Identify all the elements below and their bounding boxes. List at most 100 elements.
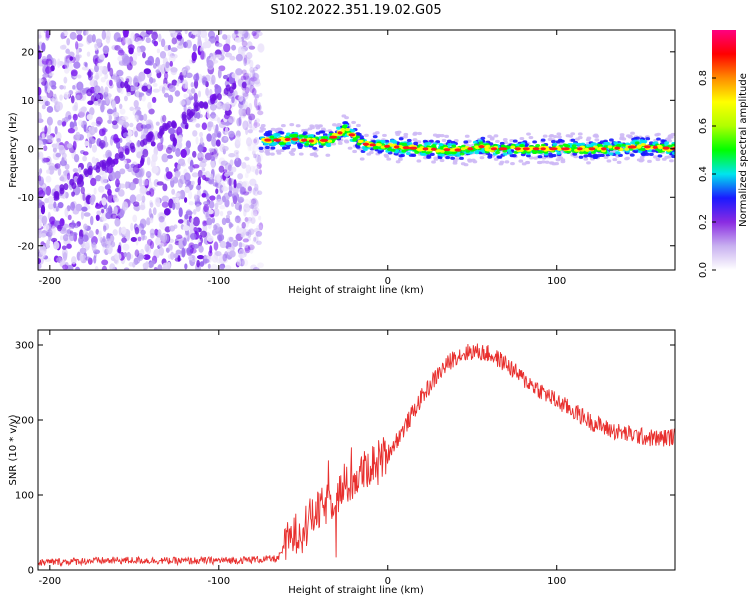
spectrogram-cell	[51, 143, 58, 148]
spectrogram-cell	[107, 205, 113, 215]
spectrogram-cell	[137, 110, 142, 117]
spectrogram-cell	[240, 75, 247, 81]
spectrogram-cell	[168, 127, 176, 135]
spectrogram-ridge-cell	[298, 134, 304, 138]
spectrogram-cell	[238, 30, 246, 35]
spectrogram-cell	[99, 65, 104, 71]
spectrogram-cell	[81, 66, 89, 71]
spectrogram-ridge-cell	[618, 147, 624, 152]
spectrogram-cell	[132, 164, 140, 174]
spectrogram-cell	[242, 92, 249, 97]
spectrogram-x-tick-label: 0	[385, 276, 391, 287]
spectrogram-cell	[118, 183, 126, 189]
spectrogram-ridge-cell	[515, 143, 521, 147]
spectrogram-ridge-cell	[315, 126, 321, 130]
spectrogram-cell	[85, 30, 89, 36]
spectrogram-cell	[69, 121, 74, 129]
spectrogram-ridge-cell	[509, 138, 515, 143]
spectrogram-ridge-cell	[313, 139, 319, 143]
spectrogram-cell	[255, 103, 261, 112]
spectrogram-cell	[76, 177, 82, 185]
spectrogram-cell	[98, 54, 106, 60]
spectrogram-cell	[55, 131, 62, 141]
spectrogram-cell	[195, 123, 201, 128]
spectrogram-peak-cell	[369, 143, 376, 147]
snr-x-tick-label: -100	[207, 576, 230, 587]
spectrogram-cell	[213, 207, 220, 217]
spectrogram-cell	[224, 52, 233, 58]
spectrogram-cell	[38, 250, 46, 259]
spectrogram-ridge-cell	[540, 138, 546, 142]
spectrogram-ridge-cell	[464, 134, 470, 138]
spectrogram-cell	[217, 117, 221, 124]
spectrogram-peak-cell	[362, 142, 370, 146]
spectrogram-ridge-cell	[368, 150, 374, 155]
spectrogram-cell	[230, 166, 237, 173]
spectrogram-cell	[208, 250, 213, 257]
spectrogram-cell	[250, 126, 255, 131]
spectrogram-cell	[86, 34, 94, 44]
spectrogram-cell	[239, 186, 246, 195]
spectrogram-cell	[66, 172, 71, 181]
spectrogram-cell	[155, 69, 161, 74]
spectrogram-cell	[38, 172, 41, 177]
spectrogram-cell	[100, 85, 104, 96]
spectrogram-cell	[199, 131, 203, 138]
spectrogram-cell	[184, 81, 189, 90]
spectrogram-cell	[238, 253, 246, 259]
spectrogram-cell	[206, 235, 214, 243]
spectrogram-ridge-cell	[395, 132, 401, 136]
spectrogram-cell	[141, 230, 145, 241]
spectrogram-cell	[81, 206, 88, 212]
spectrogram-cell	[132, 52, 138, 62]
spectrogram-cell	[47, 196, 54, 205]
spectrogram-cell	[79, 247, 87, 255]
spectrogram-cell	[239, 48, 246, 55]
spectrogram-ridge-cell	[451, 144, 457, 148]
spectrogram-cell	[212, 182, 219, 187]
spectrogram-cell	[98, 230, 102, 241]
spectrogram-cell	[124, 163, 130, 170]
spectrogram-cell	[75, 30, 83, 35]
spectrogram-cell	[69, 31, 77, 40]
spectrogram-ridge-cell	[549, 133, 555, 138]
spectrogram-cell	[224, 136, 228, 141]
spectrogram-cell	[220, 160, 228, 166]
spectrogram-cell	[68, 233, 75, 242]
spectrogram-cell	[48, 72, 55, 77]
spectrogram-ridge-cell	[352, 149, 357, 154]
spectrogram-cell	[137, 76, 142, 84]
spectrogram-cell	[245, 52, 253, 59]
spectrogram-cell	[135, 194, 143, 202]
spectrogram-cell	[195, 185, 202, 191]
spectrogram-cell	[40, 204, 46, 215]
spectrogram-cell	[71, 191, 75, 197]
spectrogram-cell	[41, 42, 46, 52]
spectrogram-ridge-cell	[343, 121, 349, 125]
spectrogram-cell	[247, 143, 252, 152]
spectrogram-cell	[243, 72, 251, 81]
spectrogram-cell	[218, 30, 223, 35]
spectrogram-cell	[73, 222, 80, 229]
spectrogram-ridge-cell	[372, 132, 378, 136]
spectrogram-cell	[82, 192, 86, 202]
spectrogram-cell	[59, 94, 63, 101]
spectrogram-peak-cell	[643, 145, 651, 149]
spectrogram-cell	[168, 55, 176, 63]
spectrogram-cell	[195, 136, 199, 145]
spectrogram-ridge-cell	[438, 142, 444, 147]
spectrogram-cell	[190, 180, 195, 186]
spectrogram-cell	[157, 264, 163, 270]
spectrogram-y-label: Frequency (Hz)	[8, 112, 19, 188]
spectrogram-ridge-cell	[455, 157, 460, 161]
spectrogram-cell	[255, 94, 259, 101]
spectrogram-cell	[123, 267, 130, 270]
spectrogram-cell	[244, 244, 250, 252]
spectrogram-cell	[44, 198, 49, 204]
spectrogram-cell	[96, 42, 102, 47]
spectrogram-ridge-cell	[603, 155, 609, 160]
spectrogram-cell	[174, 192, 181, 198]
spectrogram-cell	[257, 154, 261, 165]
spectrogram-cell	[197, 35, 202, 45]
